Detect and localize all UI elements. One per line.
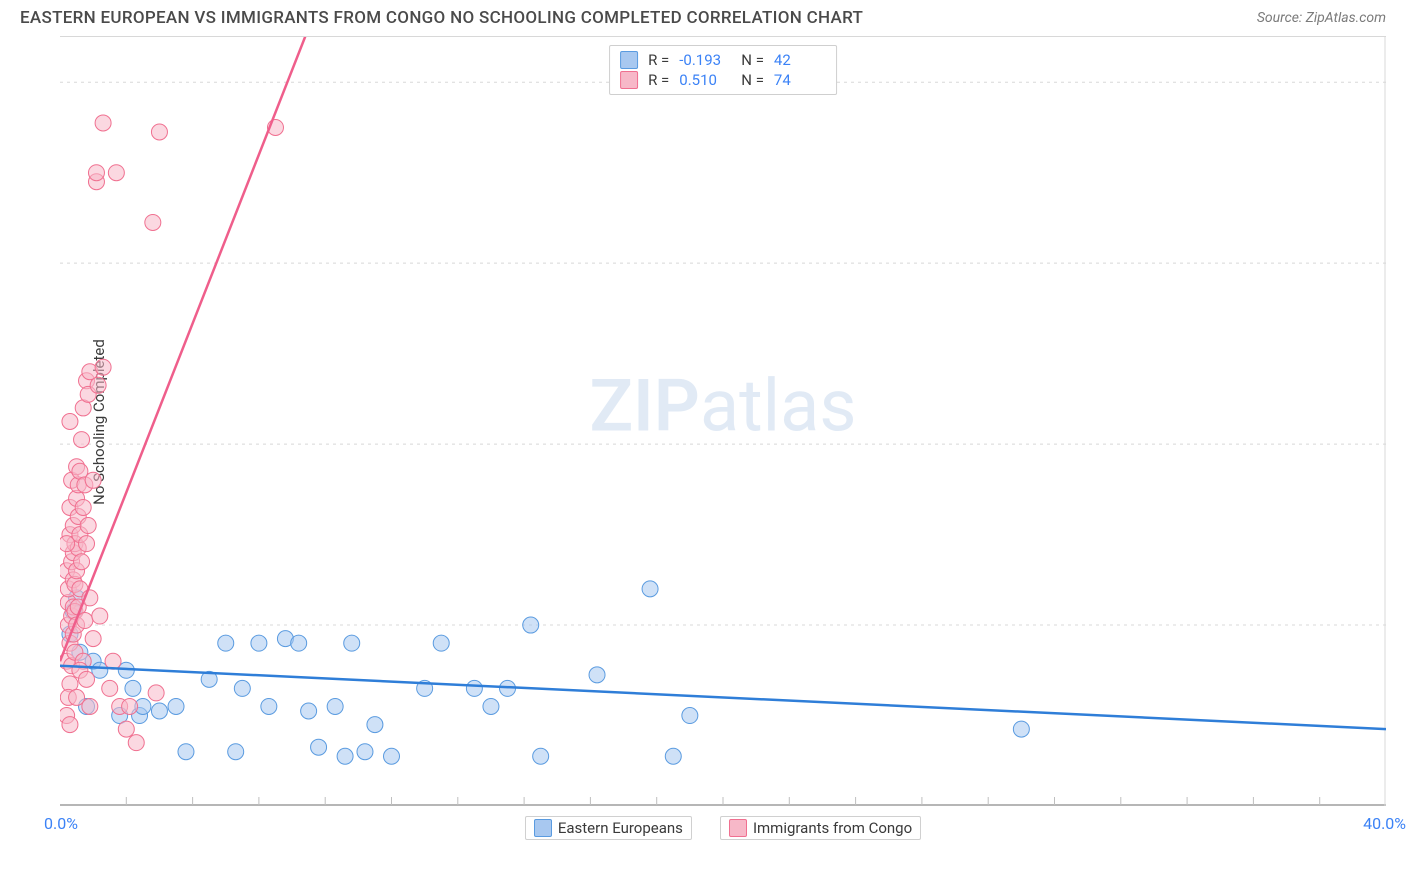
stats-row-b: R = 0.510 N = 74 [620,70,826,90]
x-axis-range: 0.0% 40.0% Eastern Europeans Immigrants … [60,812,1386,836]
scatter-plot [60,37,1386,806]
correlation-stats-box: R = -0.193 N = 42 R = 0.510 N = 74 [609,45,837,95]
source-attribution: Source: ZipAtlas.com [1257,10,1386,26]
legend-item-b: Immigrants from Congo [720,816,921,840]
legend-item-a: Eastern Europeans [525,816,692,840]
series-legend: Eastern Europeans Immigrants from Congo [60,812,1386,840]
swatch-pink-icon [729,819,747,837]
chart-title: EASTERN EUROPEAN VS IMMIGRANTS FROM CONG… [20,8,863,28]
chart-area: No Schooling Completed ZIPatlas R = -0.1… [60,36,1386,806]
swatch-blue-icon [620,51,638,69]
swatch-pink-icon [620,71,638,89]
stats-row-a: R = -0.193 N = 42 [620,50,826,70]
swatch-blue-icon [534,819,552,837]
x-max-label: 40.0% [1363,814,1406,833]
x-min-label: 0.0% [44,814,78,833]
chart-header: EASTERN EUROPEAN VS IMMIGRANTS FROM CONG… [0,0,1406,32]
